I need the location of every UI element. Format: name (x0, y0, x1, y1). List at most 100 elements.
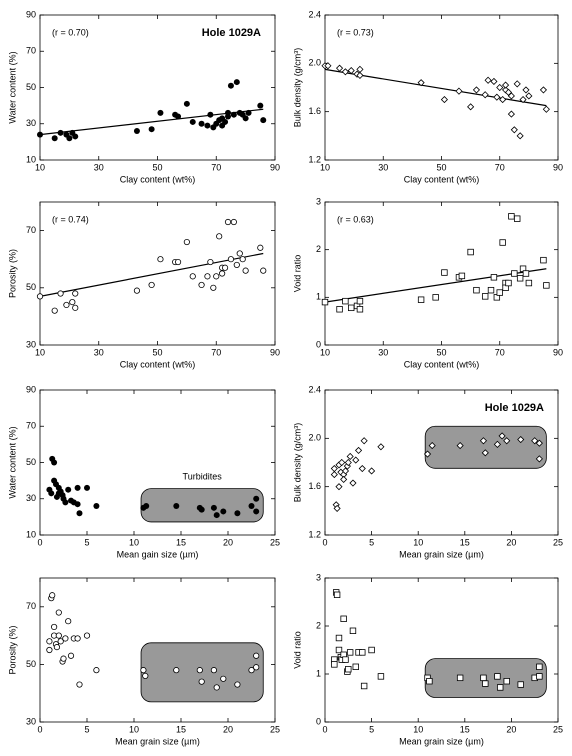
point (482, 680, 489, 687)
x-tick-label: 10 (413, 724, 423, 734)
x-tick-label: 30 (378, 162, 388, 172)
point (336, 306, 343, 313)
point (345, 666, 352, 673)
point (472, 86, 481, 94)
point (347, 67, 355, 75)
y-tick-label: 3 (316, 572, 321, 582)
point (511, 270, 518, 277)
y-axis-title: Porosity (%) (7, 625, 17, 674)
point (225, 113, 231, 120)
x-tick-label: 90 (270, 162, 280, 172)
x-tick-label: 50 (436, 347, 446, 357)
point (508, 213, 515, 220)
y-tick-label: 0 (316, 339, 321, 349)
point (360, 682, 368, 690)
point (57, 638, 64, 645)
point (175, 113, 182, 120)
point (540, 256, 547, 264)
point (324, 62, 332, 70)
x-axis-title: Clay content (wt%) (120, 359, 196, 369)
point (204, 273, 211, 280)
x-tick-label: 25 (270, 724, 280, 734)
y-tick-label: 10 (26, 529, 36, 539)
point (65, 486, 72, 493)
point (346, 649, 354, 656)
point (517, 435, 525, 444)
point (358, 464, 366, 473)
point (53, 644, 61, 651)
y-axis-title: Void ratio (292, 631, 302, 669)
x-tick-label: 10 (129, 724, 139, 734)
x-axis-title: Mean grain size (µm) (115, 736, 200, 746)
point (142, 672, 149, 680)
y-tick-label: 50 (26, 282, 36, 292)
point (74, 635, 81, 642)
point (346, 452, 354, 461)
point (335, 646, 343, 654)
y-tick-label: 2.4 (308, 384, 321, 394)
point (74, 484, 81, 491)
point (220, 675, 227, 682)
point (143, 503, 150, 509)
y-tick-label: 0 (316, 716, 321, 726)
point (76, 681, 83, 688)
point (198, 281, 205, 289)
x-tick-label: 5 (84, 724, 89, 734)
point (426, 678, 433, 685)
point (455, 87, 463, 95)
point (62, 635, 69, 642)
y-tick-label: 70 (26, 46, 36, 56)
point (356, 297, 364, 305)
point (84, 484, 90, 491)
point (498, 432, 506, 440)
point (233, 79, 240, 86)
x-tick-label: 50 (152, 162, 162, 172)
point (519, 96, 527, 104)
point (242, 115, 249, 122)
point (493, 93, 501, 101)
point (505, 279, 512, 287)
point (456, 674, 464, 682)
point (204, 122, 211, 129)
point (173, 503, 180, 509)
point (480, 674, 487, 682)
point (423, 450, 432, 458)
x-tick-label: 70 (495, 347, 505, 357)
plot-frame (39, 577, 276, 723)
point (66, 135, 73, 142)
y-tick-label: 2.4 (308, 9, 321, 19)
point (55, 609, 62, 616)
point (207, 111, 214, 118)
x-axis-title: Clay content (wt%) (404, 359, 480, 369)
point (74, 501, 81, 508)
point (368, 646, 375, 654)
point (360, 437, 368, 445)
point (216, 233, 223, 240)
y-tick-label: 50 (26, 659, 36, 669)
point (140, 667, 147, 674)
point (467, 103, 475, 111)
y-axis-title: Bulk density (g/cm³) (292, 48, 302, 128)
panel: 0 5 10 15 20 25 30 50 70 Mean grain size (µm) Poro… (7, 577, 280, 746)
hole-label: Hole 1029A (485, 402, 544, 414)
point (253, 664, 260, 671)
point (507, 92, 515, 100)
point (458, 272, 466, 280)
regression-line (39, 252, 264, 297)
y-tick-label: 10 (26, 154, 36, 164)
point (62, 499, 69, 506)
y-axis-title: Porosity (%) (7, 249, 17, 298)
x-tick-label: 90 (270, 347, 280, 357)
point (536, 663, 543, 670)
plot-frame (324, 577, 559, 723)
point (72, 133, 79, 140)
box-label: Turbidites (183, 471, 223, 481)
point (441, 269, 448, 276)
x-tick-label: 50 (152, 347, 162, 357)
point (342, 297, 349, 305)
point (368, 467, 376, 475)
regression-line (324, 268, 547, 303)
point (338, 458, 346, 467)
point (522, 270, 530, 277)
